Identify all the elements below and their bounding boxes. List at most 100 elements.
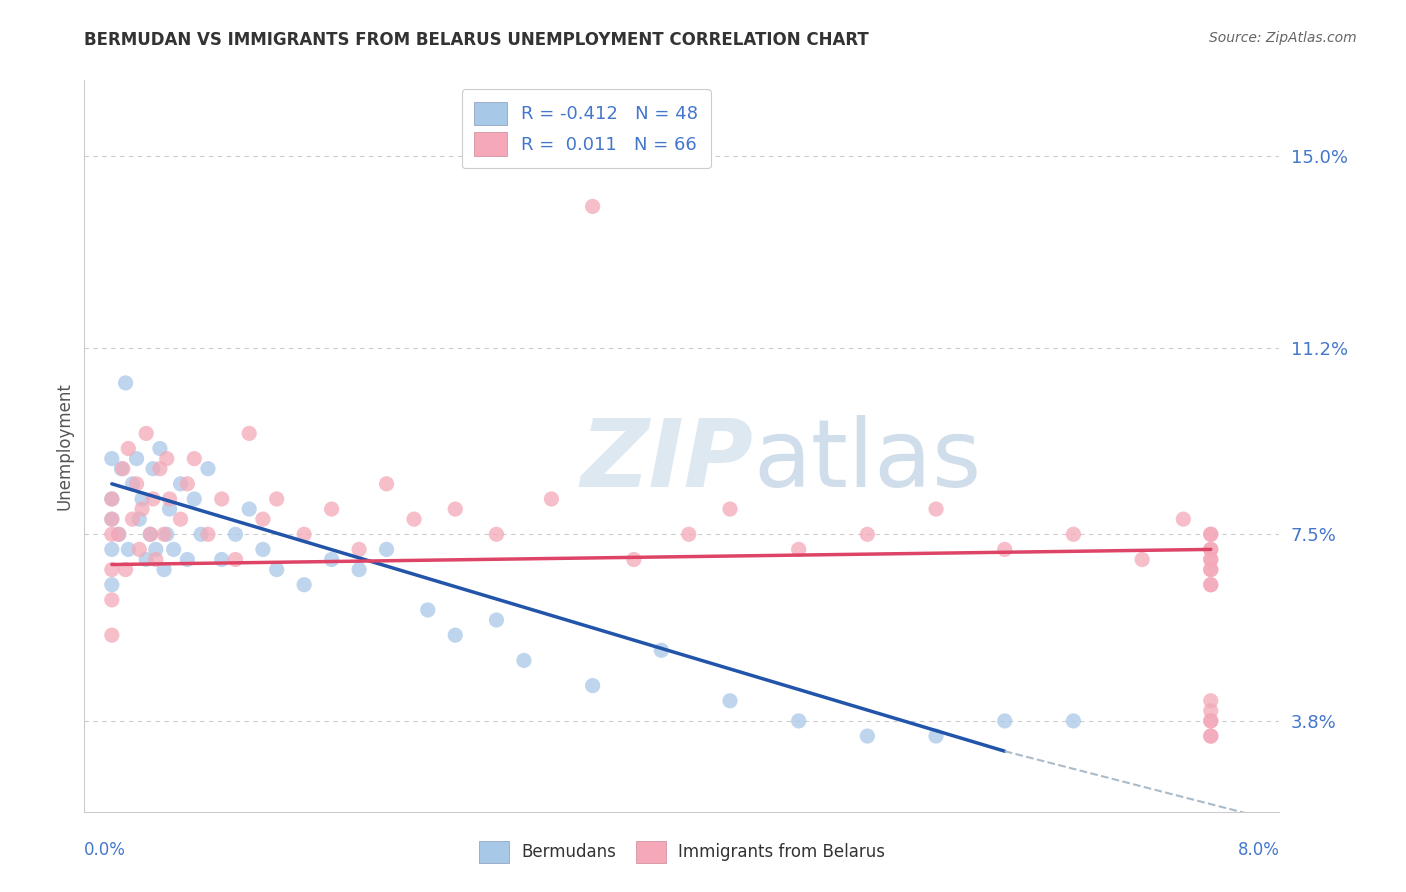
Point [110,461,132,475]
Point [347,563,370,577]
Point [135,426,157,441]
Point [650,643,672,657]
Point [347,542,370,557]
Point [101,527,124,541]
Point [678,527,700,541]
Point [114,563,136,577]
Point [121,476,143,491]
Point [128,512,150,526]
Point [1062,527,1084,541]
Point [139,527,162,541]
Point [197,461,219,475]
Legend: Bermudans, Immigrants from Belarus: Bermudans, Immigrants from Belarus [472,835,891,869]
Point [125,476,148,491]
Point [623,552,645,566]
Point [375,476,398,491]
Point [856,527,879,541]
Point [1199,578,1222,592]
Point [1199,729,1222,743]
Point [149,442,172,456]
Point [925,502,948,516]
Point [718,502,741,516]
Point [117,542,139,557]
Text: Source: ZipAtlas.com: Source: ZipAtlas.com [1209,31,1357,45]
Point [163,542,186,557]
Point [101,451,124,466]
Point [252,542,274,557]
Point [131,491,153,506]
Point [266,491,288,506]
Text: ZIP: ZIP [581,415,754,507]
Point [183,491,205,506]
Point [156,527,179,541]
Point [145,552,167,566]
Point [1130,552,1153,566]
Point [197,527,219,541]
Point [266,563,288,577]
Point [581,199,603,213]
Point [1199,542,1222,557]
Point [1173,512,1195,526]
Point [321,502,343,516]
Point [131,502,153,516]
Point [1199,563,1222,577]
Point [1199,704,1222,718]
Text: 0.0%: 0.0% [84,841,127,859]
Point [142,461,165,475]
Point [1062,714,1084,728]
Point [238,426,260,441]
Point [169,476,191,491]
Point [190,527,212,541]
Point [159,491,181,506]
Point [101,578,124,592]
Point [101,563,124,577]
Point [169,512,191,526]
Point [1199,563,1222,577]
Point [156,451,179,466]
Point [111,461,134,475]
Point [292,578,315,592]
Point [444,502,467,516]
Point [142,491,165,506]
Point [1199,714,1222,728]
Point [125,451,148,466]
Point [513,653,536,667]
Point [787,542,810,557]
Point [485,613,508,627]
Point [1199,578,1222,592]
Point [117,442,139,456]
Point [292,527,315,541]
Point [1199,527,1222,541]
Point [101,491,124,506]
Point [101,491,124,506]
Point [375,542,398,557]
Point [145,542,167,557]
Point [176,476,198,491]
Point [107,527,129,541]
Point [107,527,129,541]
Point [787,714,810,728]
Point [252,512,274,526]
Point [485,527,508,541]
Point [211,552,233,566]
Point [994,542,1017,557]
Point [416,603,439,617]
Text: 8.0%: 8.0% [1237,841,1279,859]
Point [101,512,124,526]
Point [101,512,124,526]
Point [1199,542,1222,557]
Point [444,628,467,642]
Point [101,592,124,607]
Point [114,376,136,390]
Y-axis label: Unemployment: Unemployment [55,382,73,510]
Point [238,502,260,516]
Point [321,552,343,566]
Point [224,552,246,566]
Point [1199,729,1222,743]
Point [581,679,603,693]
Point [101,542,124,557]
Point [1199,694,1222,708]
Point [121,512,143,526]
Point [183,451,205,466]
Point [1199,714,1222,728]
